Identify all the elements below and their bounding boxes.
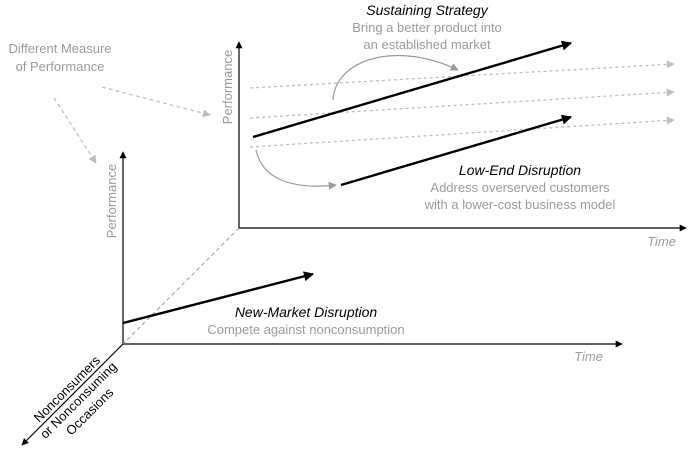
sustaining-trajectory-arrow bbox=[252, 40, 572, 139]
sustaining-desc-line2: an established market bbox=[363, 37, 491, 52]
measure-label-line1: Different Measure bbox=[8, 41, 111, 56]
upper-time-label: Time bbox=[647, 234, 676, 249]
upper-performance-label: Performance bbox=[220, 50, 235, 124]
new-market-title: New-Market Disruption bbox=[235, 304, 378, 320]
low-end-curve-arrow bbox=[255, 149, 337, 190]
new-market-desc: Compete against nonconsumption bbox=[207, 322, 404, 337]
sustaining-desc-line1: Bring a better product into bbox=[352, 20, 502, 35]
trajectory-dashed-3 bbox=[249, 116, 675, 148]
new-market-trajectory-arrow bbox=[122, 271, 314, 325]
low-end-title: Low-End Disruption bbox=[459, 162, 581, 178]
lower-performance-label: Performance bbox=[104, 164, 119, 238]
measure-label-line2: of Performance bbox=[16, 59, 105, 74]
low-end-trajectory-arrow bbox=[340, 114, 572, 187]
low-end-desc-line2: with a lower-cost business model bbox=[424, 197, 616, 212]
nonconsumers-label: Nonconsumers or Nonconsuming Occasions bbox=[31, 352, 120, 441]
lower-time-label: Time bbox=[574, 349, 603, 364]
sustaining-title: Sustaining Strategy bbox=[366, 2, 488, 18]
low-end-desc-line1: Address overserved customers bbox=[430, 180, 610, 195]
depth-axis-dashed bbox=[122, 227, 240, 345]
measure-pointer-1 bbox=[101, 86, 211, 118]
measure-pointer-2 bbox=[53, 97, 97, 164]
sustaining-curve-arrow bbox=[332, 55, 459, 101]
trajectory-dashed-2 bbox=[249, 88, 675, 119]
depth-axis-solid bbox=[21, 343, 124, 446]
